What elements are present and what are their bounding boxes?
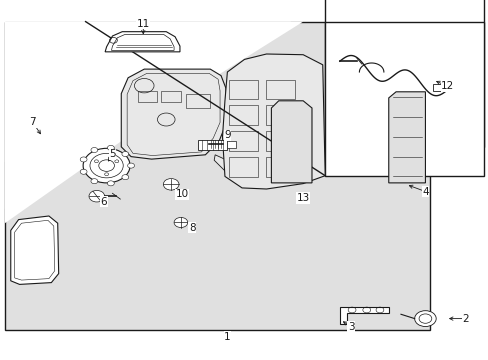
Bar [265,157,294,177]
Text: 5: 5 [109,149,116,159]
Bar [227,141,236,148]
Bar [5,22,429,330]
Bar [228,131,258,151]
Polygon shape [271,101,311,183]
Text: 2: 2 [461,314,468,324]
Bar [185,94,210,108]
Text: 3: 3 [347,322,354,332]
Bar [228,105,258,125]
Circle shape [91,148,98,153]
Text: 1: 1 [224,332,230,342]
Polygon shape [222,54,325,189]
Bar [325,0,483,147]
Text: 13: 13 [296,193,309,203]
Bar [138,91,157,102]
Circle shape [107,181,114,186]
Polygon shape [5,22,290,162]
Polygon shape [339,307,388,324]
Circle shape [107,145,114,150]
Circle shape [80,169,87,174]
Bar [228,80,258,99]
Circle shape [122,175,128,180]
Bar [161,91,181,102]
Circle shape [83,148,130,183]
Polygon shape [214,155,249,178]
Bar [265,80,294,99]
Text: 10: 10 [176,189,188,199]
Circle shape [122,152,128,157]
Text: 11: 11 [136,19,150,29]
Text: 9: 9 [224,130,230,140]
Circle shape [80,157,87,162]
Text: 6: 6 [100,197,107,207]
Circle shape [91,179,98,184]
Text: 4: 4 [421,186,428,197]
Polygon shape [105,32,180,52]
Bar [198,140,227,150]
Circle shape [163,179,179,190]
Bar [432,84,451,91]
Text: 8: 8 [188,222,195,233]
Polygon shape [5,22,290,223]
Polygon shape [388,92,425,183]
Bar [265,105,294,125]
Polygon shape [11,216,59,284]
Bar [325,22,483,176]
Polygon shape [5,22,303,209]
Circle shape [174,217,187,228]
Circle shape [414,311,435,327]
Polygon shape [121,69,225,159]
Text: 12: 12 [440,81,454,91]
Text: 7: 7 [29,117,36,127]
Circle shape [127,163,134,168]
Circle shape [89,190,104,202]
Bar [265,131,294,151]
Bar [228,157,258,177]
